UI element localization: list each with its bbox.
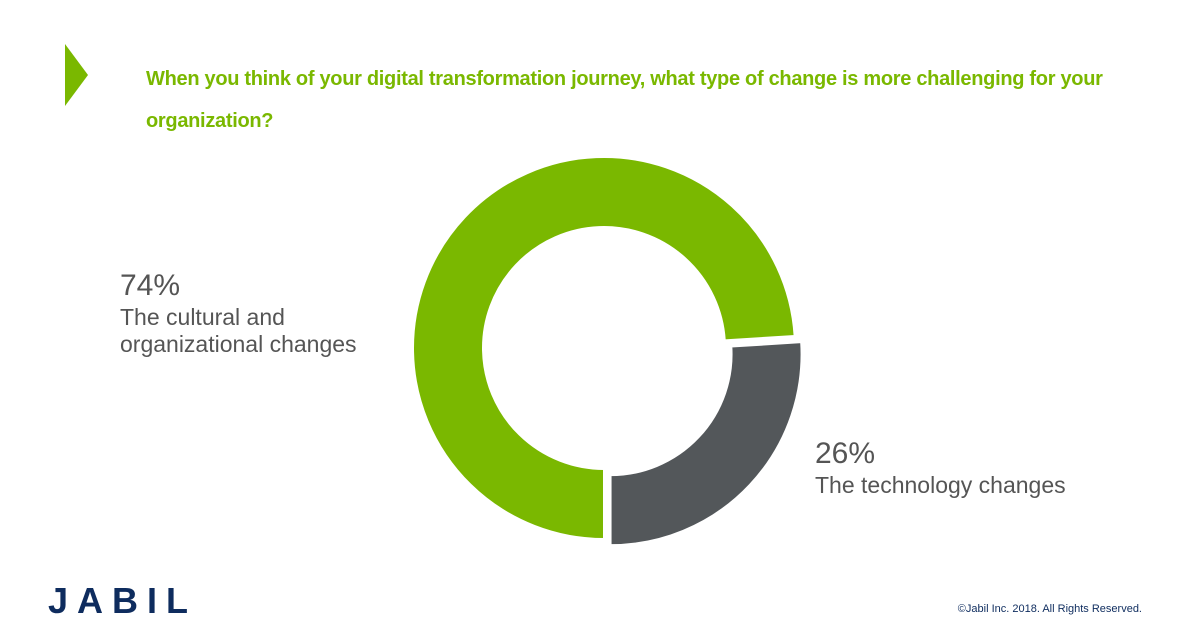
logo: JABIL xyxy=(48,580,198,621)
title-marker xyxy=(65,44,88,106)
slice-label: 74% The cultural and organizational chan… xyxy=(120,268,420,358)
value-label: 26% xyxy=(815,437,876,470)
category-label: The cultural and organizational changes xyxy=(120,304,357,357)
slice xyxy=(412,156,796,541)
chart-title: When you think of your digital transform… xyxy=(146,68,1103,132)
slice xyxy=(609,341,803,547)
copyright: ©Jabil Inc. 2018. All Rights Reserved. xyxy=(957,603,1142,615)
donut xyxy=(412,156,803,547)
value-label: 74% xyxy=(120,269,181,302)
category-label: The technology changes xyxy=(815,472,1066,498)
slice-label: 26% The technology changes xyxy=(815,436,1155,499)
